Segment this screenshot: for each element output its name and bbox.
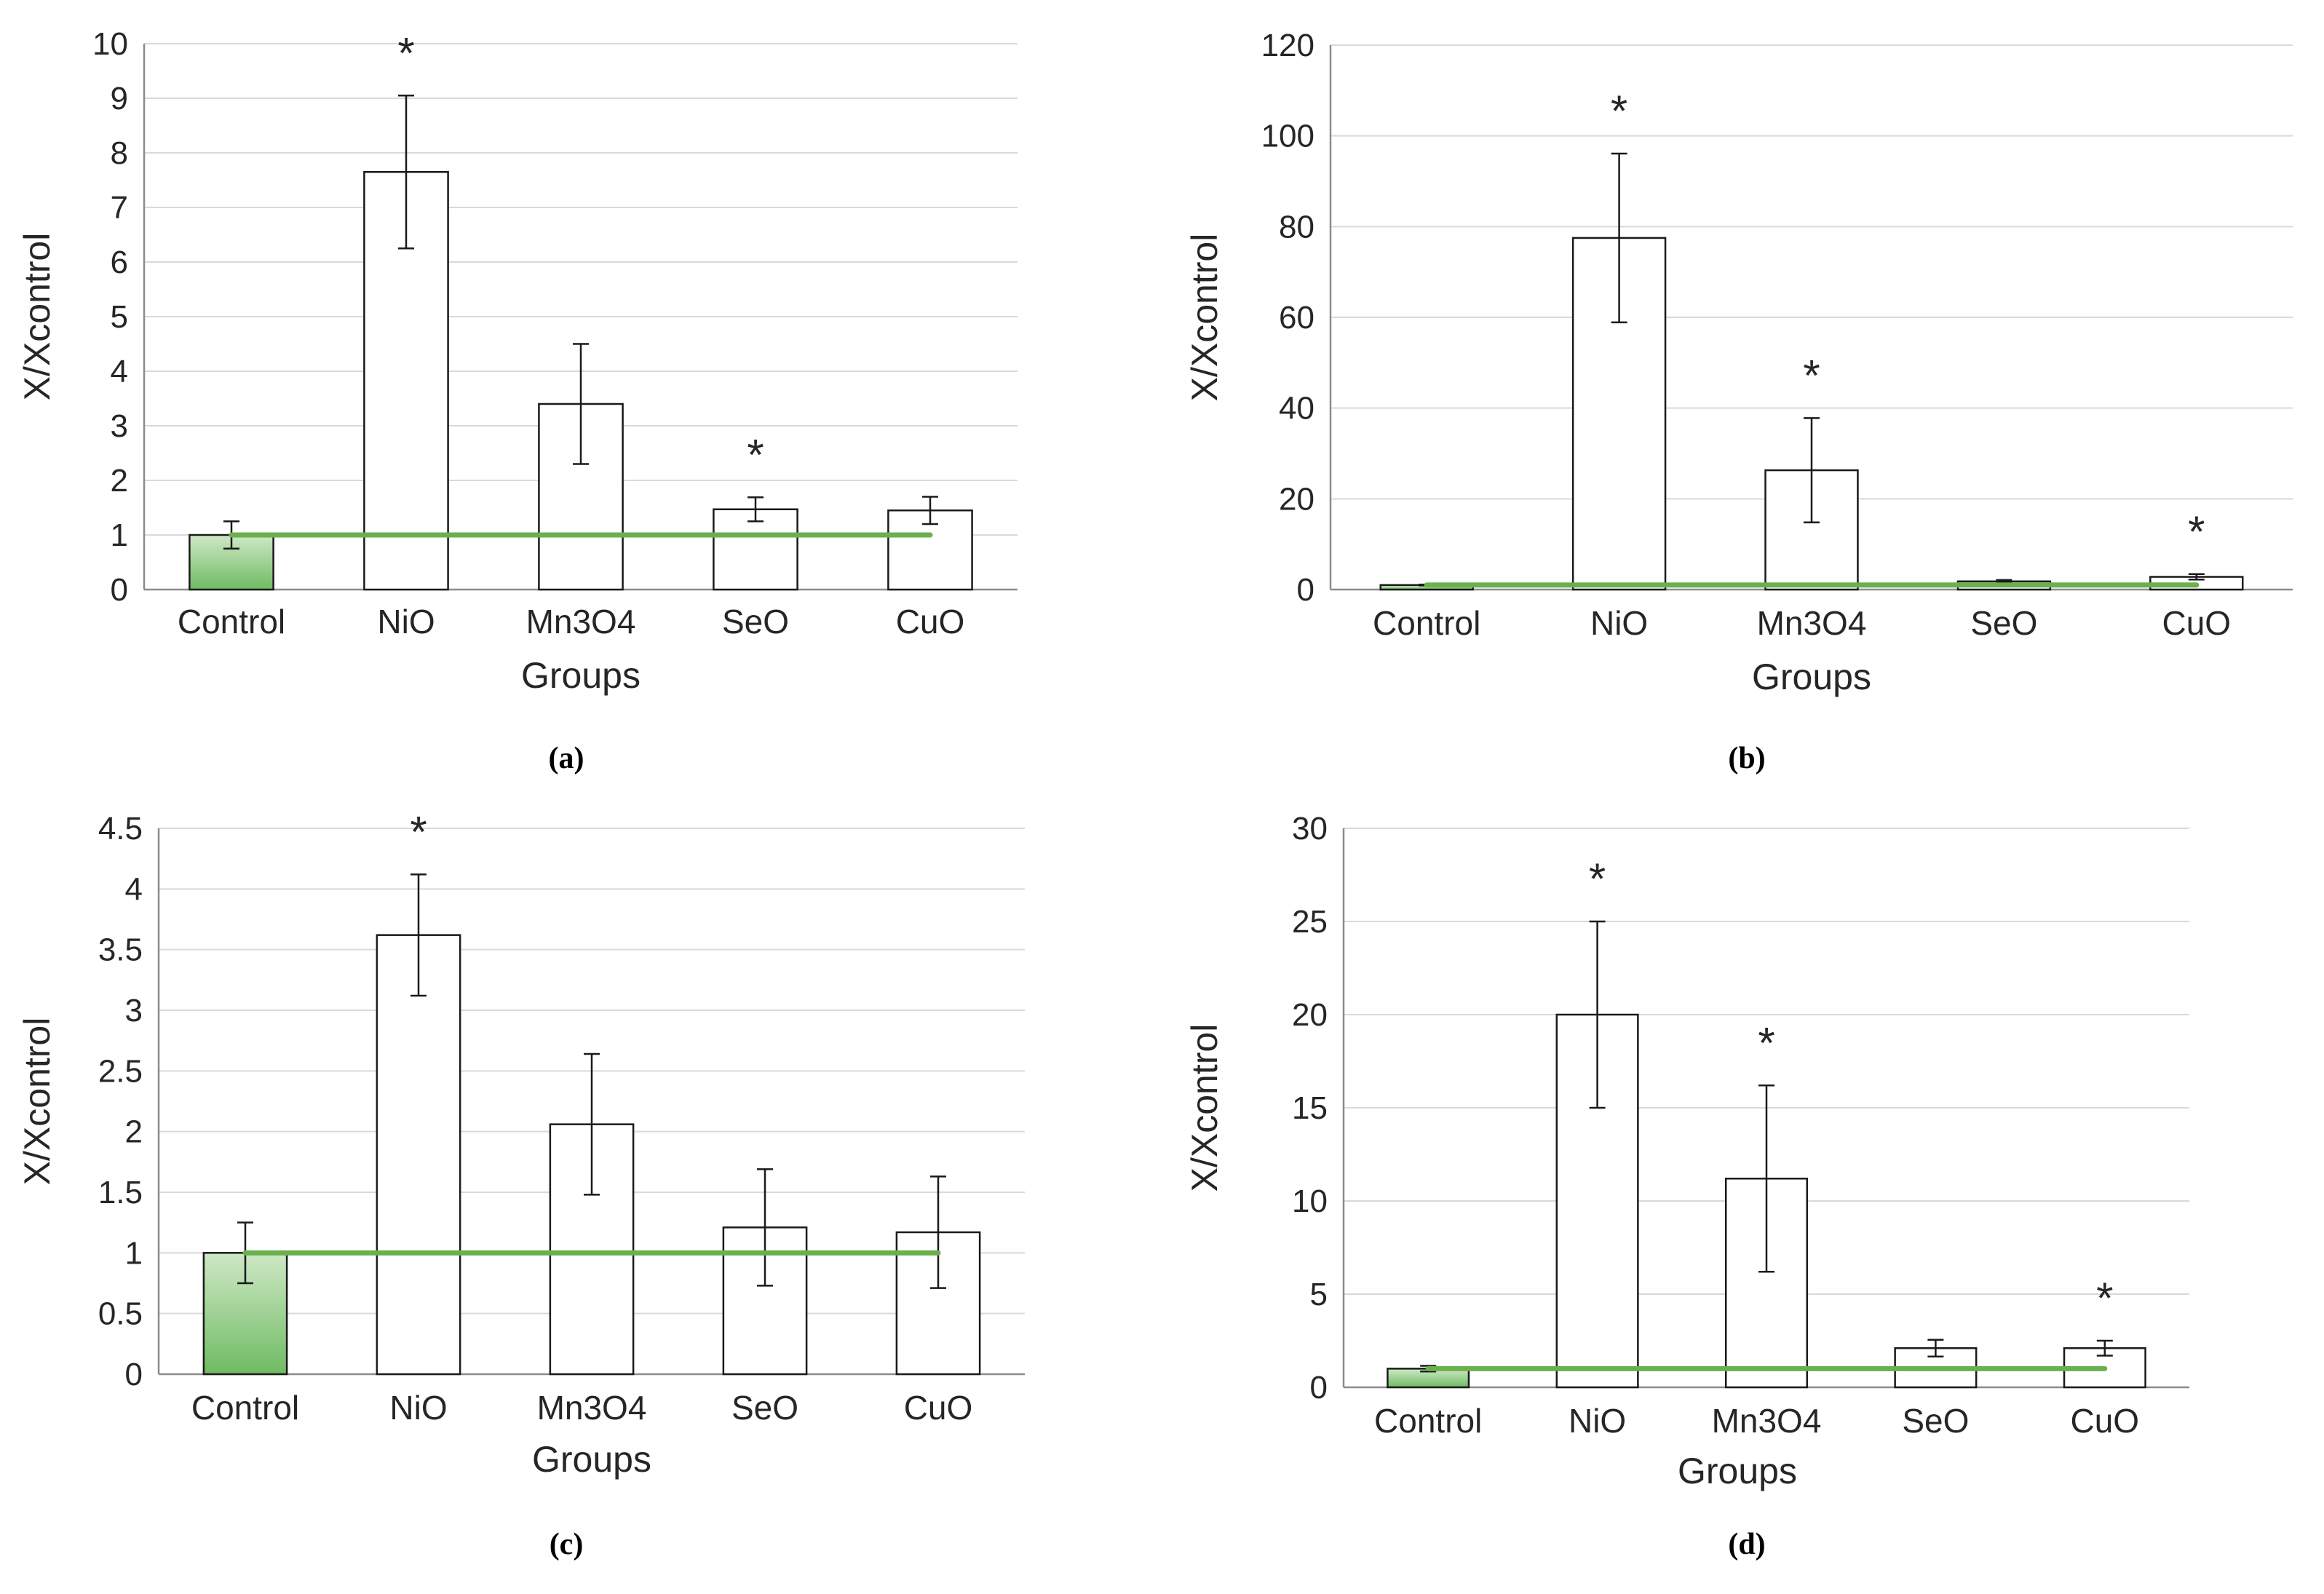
y-tick-label: 20 [1292, 997, 1328, 1033]
y-tick-label: 100 [1261, 119, 1314, 154]
y-tick-label: 25 [1292, 904, 1328, 940]
y-tick-label: 120 [1261, 28, 1314, 63]
x-tick-label: Control [178, 603, 285, 641]
y-tick-label: 20 [1279, 481, 1314, 517]
x-tick-label: CuO [896, 603, 965, 641]
y-tick-label: 3.5 [98, 932, 143, 968]
y-tick-label: 5 [111, 299, 128, 335]
y-tick-label: 2.5 [98, 1053, 143, 1089]
y-tick-label: 2 [125, 1114, 143, 1150]
y-tick-label: 8 [111, 135, 128, 171]
x-tick-label: SeO [722, 603, 789, 641]
y-tick-label: 4 [111, 354, 128, 389]
y-tick-label: 60 [1279, 300, 1314, 336]
y-tick-label: 15 [1292, 1090, 1328, 1126]
y-tick-label: 0.5 [98, 1296, 143, 1332]
significance-marker: * [1589, 855, 1606, 903]
x-tick-label: Control [1374, 1402, 1482, 1440]
x-axis-title: Groups [1752, 657, 1871, 697]
significance-marker: * [410, 807, 427, 856]
significance-marker: * [1611, 87, 1627, 135]
x-tick-label: Control [191, 1389, 299, 1427]
y-axis-title: X/Xcontrol [1184, 1024, 1225, 1192]
x-tick-label: Mn3O4 [1757, 604, 1867, 642]
chart-panel-d: 0 5 10 15 20 25 30 Control * NiO * Mn3O4 SeO * CuO Grou… [1184, 811, 2189, 1561]
y-tick-label: 0 [111, 572, 128, 608]
y-axis-title: X/Xcontrol [17, 233, 57, 401]
y-tick-label: 0 [1310, 1370, 1328, 1405]
y-tick-label: 5 [1310, 1277, 1328, 1312]
x-tick-label: CuO [2071, 1402, 2140, 1440]
x-axis-title: Groups [532, 1439, 651, 1480]
significance-marker: * [397, 28, 414, 77]
chart-panel-a: 0 1 2 3 4 5 6 7 8 9 10 Control * NiO Mn3O4 * SeO CuO Group… [17, 26, 1018, 775]
chart-panel-c: 0 0.5 1 1.5 2 2.5 3 3.5 4 4.5 Control * NiO Mn3O4 SeO C… [17, 807, 1025, 1561]
x-tick-label: Mn3O4 [1712, 1402, 1822, 1440]
significance-marker: * [2188, 507, 2205, 556]
x-tick-label: CuO [904, 1389, 973, 1427]
x-tick-label: NiO [389, 1389, 447, 1427]
panel-label-b: (b) [1728, 742, 1765, 775]
y-tick-label: 10 [92, 26, 128, 62]
y-tick-label: 30 [1292, 811, 1328, 846]
x-tick-label: NiO [377, 603, 435, 641]
panel-label-d: (d) [1728, 1528, 1765, 1561]
y-axis-title: X/Xcontrol [1184, 234, 1225, 402]
panel-label-a: (a) [549, 742, 584, 775]
x-axis-title: Groups [521, 655, 641, 696]
y-tick-label: 0 [1297, 572, 1314, 608]
y-axis-title: X/Xcontrol [17, 1018, 57, 1186]
x-tick-label: Mn3O4 [526, 603, 636, 641]
x-tick-label: SeO [731, 1389, 798, 1427]
y-tick-label: 1.5 [98, 1175, 143, 1210]
significance-marker: * [1758, 1018, 1774, 1067]
significance-marker: * [747, 430, 764, 479]
x-tick-label: SeO [1970, 604, 2037, 642]
y-tick-label: 1 [125, 1235, 143, 1271]
y-tick-label: 10 [1292, 1183, 1328, 1219]
bar-nio [376, 934, 461, 1376]
y-tick-label: 0 [125, 1357, 143, 1392]
y-tick-label: 6 [111, 245, 128, 280]
x-tick-label: NiO [1590, 604, 1648, 642]
y-tick-label: 4 [125, 871, 143, 907]
y-tick-label: 40 [1279, 391, 1314, 427]
y-tick-label: 1 [111, 518, 128, 553]
x-tick-label: NiO [1568, 1402, 1626, 1440]
y-tick-label: 3 [125, 993, 143, 1028]
y-tick-label: 80 [1279, 209, 1314, 245]
bar-mn3o4 [549, 1123, 635, 1376]
x-tick-label: Control [1373, 604, 1480, 642]
x-axis-title: Groups [1678, 1451, 1797, 1491]
y-tick-label: 4.5 [98, 811, 143, 846]
y-tick-label: 3 [111, 408, 128, 444]
x-tick-label: Mn3O4 [537, 1389, 647, 1427]
panel-label-c: (c) [550, 1528, 584, 1561]
y-tick-label: 7 [111, 190, 128, 226]
significance-marker: * [1803, 351, 1820, 400]
chart-panel-b: 0 20 40 60 80 100 120 Control * NiO * Mn3O4 SeO * CuO G… [1184, 28, 2293, 775]
y-tick-label: 9 [111, 81, 128, 116]
x-tick-label: SeO [1902, 1402, 1969, 1440]
y-tick-label: 2 [111, 463, 128, 499]
significance-marker: * [2096, 1274, 2113, 1323]
x-tick-label: CuO [2162, 604, 2232, 642]
